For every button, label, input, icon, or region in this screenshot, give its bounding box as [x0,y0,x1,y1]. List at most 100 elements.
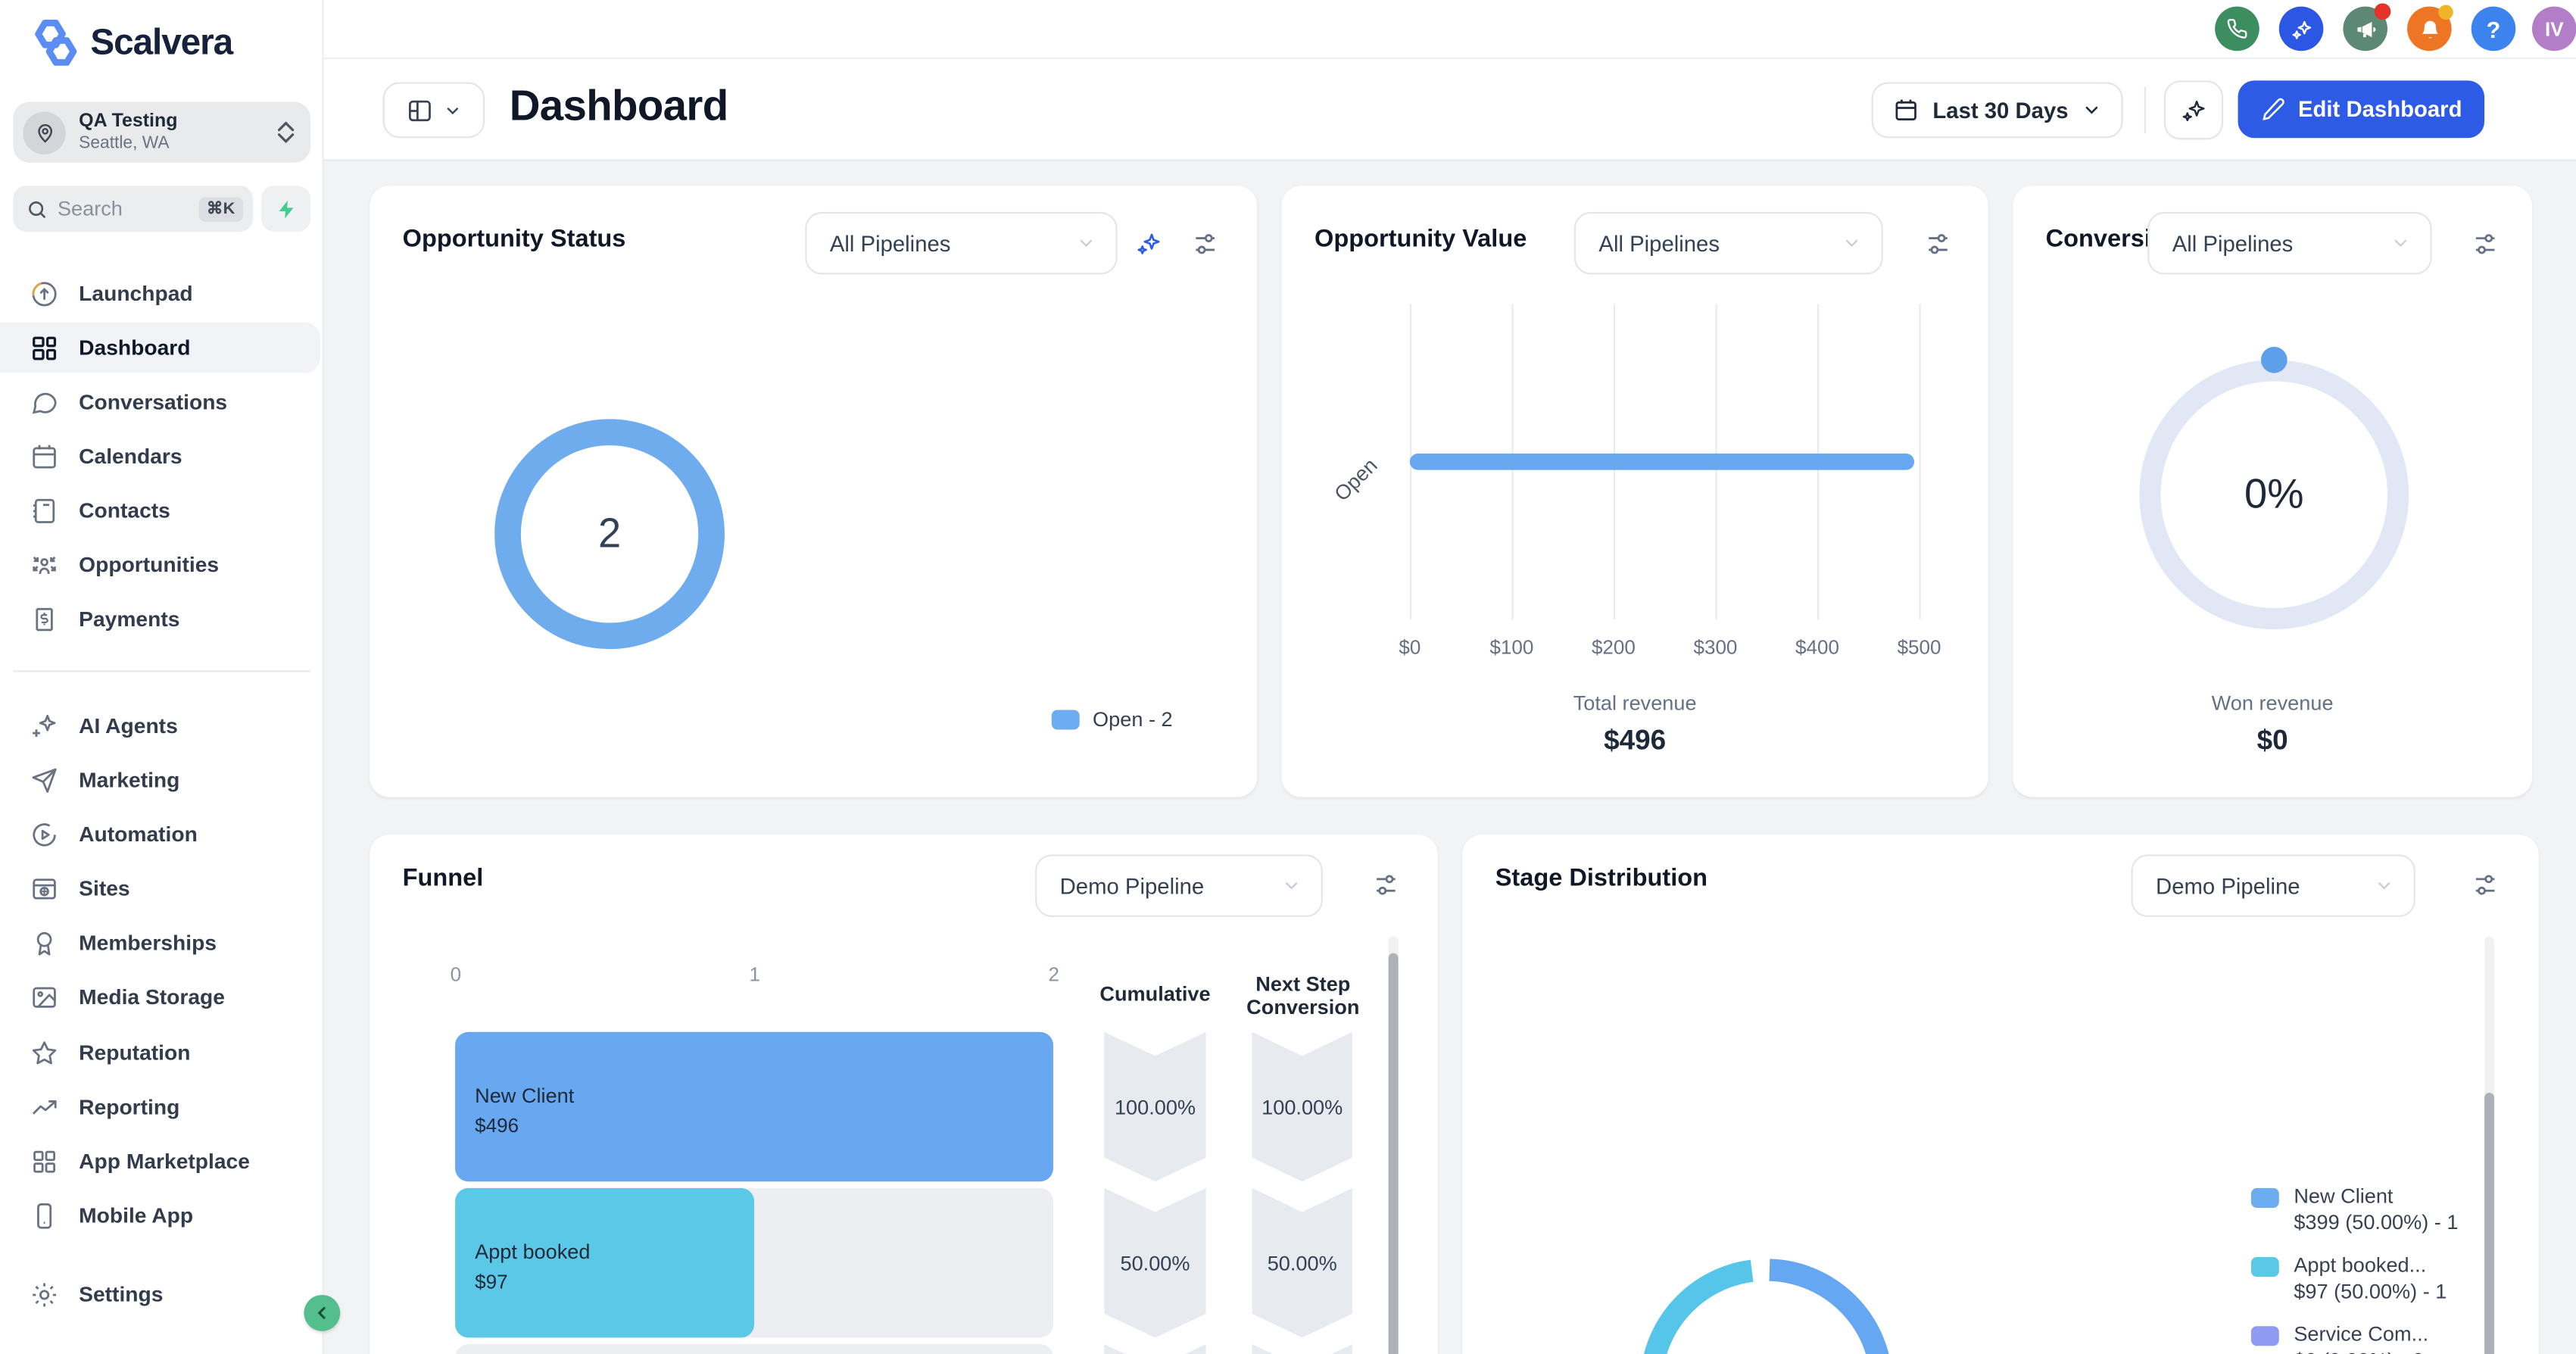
funnel-axis-0: 0 [450,962,462,986]
help-button[interactable]: ? [2471,6,2516,51]
pipeline-select[interactable]: Demo Pipeline [1035,854,1323,917]
sidebar-item-opportunities[interactable]: Opportunities [0,539,320,590]
sidebar-item-memberships[interactable]: Memberships [0,917,320,968]
search-input[interactable]: Search ⌘K [13,186,254,232]
next-step-header: Next Step Conversion [1246,972,1360,1019]
image-icon [33,986,56,1007]
sidebar-item-dashboard[interactable]: Dashboard [0,322,321,373]
sidebar-item-sites[interactable]: Sites [0,863,320,913]
won-revenue-value: $0 [2256,724,2288,757]
date-range-label: Last 30 Days [1932,98,2069,123]
ai-suggest-button[interactable] [2163,80,2224,140]
gauge-progress-dot [2260,346,2288,373]
notifications-button[interactable] [2407,5,2453,51]
widget-settings-button[interactable] [2468,226,2500,259]
widget-settings-button[interactable] [2468,868,2500,900]
notification-dot [2374,3,2391,20]
opportunity-value-card: Opportunity Value All Pipelines Open $0 … [1281,186,1988,797]
ai-insight-button[interactable] [1132,226,1165,259]
avatar[interactable]: IV [2531,6,2576,51]
sidebar-item-conversations[interactable]: Conversations [0,376,320,427]
legend-swatch [2250,1187,2279,1208]
grid-icon [33,1150,55,1172]
edit-dashboard-button[interactable]: Edit Dashboard [2238,80,2485,139]
sparkles-icon [1137,232,1159,254]
sidebar-item-marketing[interactable]: Marketing [0,754,320,805]
sidebar-item-contacts[interactable]: Contacts [0,485,320,535]
ai-assistant-button[interactable] [2278,6,2324,51]
layout-icon [408,99,431,121]
location-city: Seattle, WA [79,133,170,153]
search-placeholder: Search [57,197,123,220]
automation-icon [33,822,56,846]
total-revenue-label: Total revenue [1573,691,1697,715]
sidebar-item-app-marketplace[interactable]: App Marketplace [0,1135,320,1186]
search-shortcut-badge: ⌘K [198,196,244,221]
pipeline-select[interactable]: All Pipelines [1573,211,1883,275]
brand-logo-text: Scalvera [90,21,233,63]
donut-center-value: 2 [597,510,622,557]
opportunities-icon [33,555,56,573]
next-step-cell [1252,1344,1352,1354]
sidebar-item-media-storage[interactable]: Media Storage [0,971,320,1022]
sidebar-item-payments[interactable]: Payments [0,593,320,644]
sidebar-item-automation[interactable]: Automation [0,809,320,860]
sliders-icon [1376,874,1395,894]
sparkles-icon [2291,20,2311,39]
sidebar-item-settings[interactable]: Settings [0,1268,320,1319]
calendar-icon [1896,99,1917,121]
x-tick: $500 [1897,635,1941,660]
stage-distribution-card: Stage Distribution Demo Pipeline 2 New C… [1462,835,2539,1354]
ai-sparkle-icon [33,713,56,736]
funnel-scrollbar-thumb[interactable] [1388,953,1399,1354]
phone-button[interactable] [2215,6,2259,51]
date-range-button[interactable]: Last 30 Days [1871,82,2123,139]
card-title: Opportunity Value [1315,225,1527,254]
funnel-axis-1: 1 [749,962,761,986]
sidebar-item-reporting[interactable]: Reporting [0,1081,320,1132]
chevron-down-icon [447,107,458,114]
sidebar-item-reputation[interactable]: Reputation [0,1027,320,1078]
won-revenue-label: Won revenue [2211,691,2334,715]
chevron-updown-icon [277,121,295,143]
sidebar-collapse-button[interactable] [304,1294,341,1331]
page-header: Dashboard Last 30 Days Edit Dashboard [323,59,2576,161]
bell-icon [2421,20,2438,38]
pipeline-select[interactable]: All Pipelines [2147,211,2432,275]
funnel-scrollbar-track[interactable] [1388,936,1399,1354]
pipeline-select[interactable]: All Pipelines [805,211,1118,275]
stage-scrollbar-thumb[interactable] [2484,1093,2495,1354]
funnel-row-label: New Client [475,1084,575,1108]
x-tick: $300 [1693,635,1738,660]
search-icon [29,200,46,218]
pipeline-select[interactable]: Demo Pipeline [2131,854,2415,917]
megaphone-icon [2356,20,2375,37]
sidebar-item-calendars[interactable]: Calendars [0,431,320,482]
status-legend: Open - 2 [1051,708,1173,732]
sliders-icon [1195,233,1214,254]
award-icon [36,931,52,955]
sidebar-item-launchpad[interactable]: Launchpad [0,268,320,319]
announcements-button[interactable] [2343,3,2391,51]
topbar: ? IV [323,0,2576,60]
sidebar-item-mobile-app[interactable]: Mobile App [0,1190,320,1240]
opportunity-status-card: Opportunity Status All Pipelines 2 Op [370,186,1258,797]
cumulative-cell: 100.00% [1104,1031,1206,1182]
widget-settings-button[interactable] [1921,226,1954,259]
widget-settings-button[interactable] [1188,226,1221,259]
chevron-down-icon [2378,882,2390,890]
brand-logo[interactable]: Scalvera [30,17,233,69]
location-switcher[interactable]: QA Testing Seattle, WA [13,101,311,163]
stage-scrollbar-track[interactable] [2484,936,2495,1354]
dashboard-switcher-button[interactable] [382,82,485,139]
sidebar: Scalvera QA Testing Seattle, WA Search ⌘… [0,0,341,1354]
pencil-icon [2262,98,2284,120]
sidebar-divider [13,670,311,672]
widget-settings-button[interactable] [1369,868,1402,900]
phone-icon [2227,19,2247,39]
trend-icon [32,1099,57,1114]
send-icon [32,767,57,792]
sidebar-item-ai-agents[interactable]: AI Agents [0,700,320,750]
stage-legend-item: Service Com...$0 (0.00%) - 0 [2250,1321,2428,1354]
quick-actions-button[interactable] [261,186,311,232]
